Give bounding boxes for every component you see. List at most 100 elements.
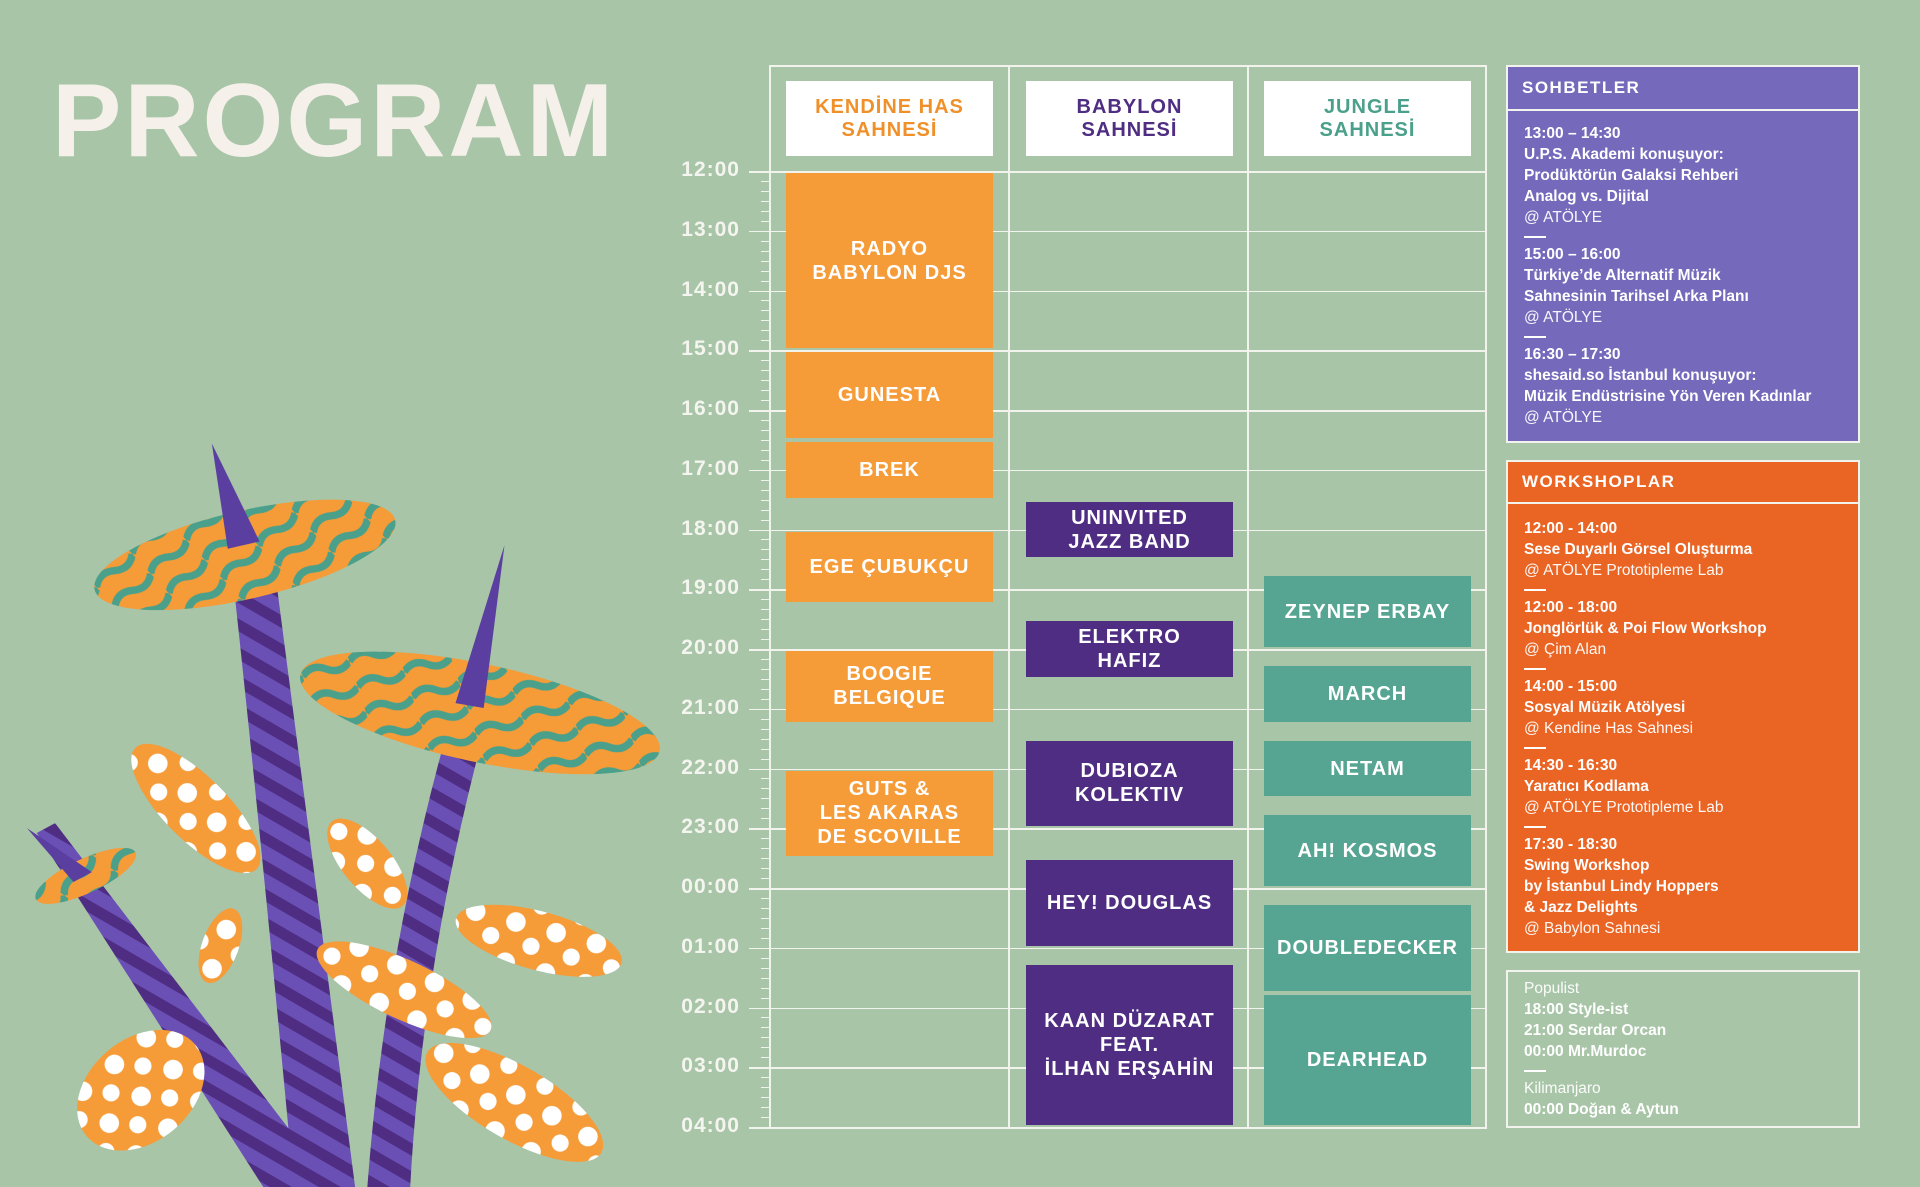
minor-tick	[761, 390, 769, 392]
minor-tick	[761, 260, 769, 262]
minor-tick	[761, 748, 769, 750]
minor-tick	[761, 917, 769, 919]
hour-line	[749, 1127, 1487, 1129]
hour-label: 22:00	[681, 755, 740, 779]
separator	[1524, 747, 1546, 749]
separator	[1524, 826, 1546, 828]
hour-label: 04:00	[681, 1114, 740, 1137]
minor-tick	[761, 619, 769, 621]
talks-list: 13:00 – 14:30 U.P.S. Akademi konuşuyor: Pr…	[1508, 111, 1858, 440]
event-block[interactable]: EGE ÇUBUKÇU	[786, 531, 993, 603]
event-block[interactable]: DOUBLEDECKER	[1264, 904, 1471, 991]
hour-line	[749, 410, 1487, 412]
minor-tick	[761, 927, 769, 929]
event-block[interactable]: RADYO BABYLON DJS	[786, 173, 993, 349]
minor-tick	[761, 997, 769, 999]
item-time: 12:00 - 14:00	[1524, 520, 1618, 537]
hour-line	[749, 708, 1487, 711]
minor-tick	[761, 280, 769, 282]
workshops-list: 12:00 - 14:00 Sese Duyarlı Görsel Oluştur…	[1508, 504, 1858, 951]
minor-tick	[761, 838, 769, 840]
item-venue: @ Çim Alan	[1524, 641, 1607, 658]
minor-tick	[761, 200, 769, 202]
minor-tick	[761, 419, 769, 421]
event-block[interactable]: GUNESTA	[786, 352, 993, 438]
workshops-heading: WORKSHOPLAR	[1508, 462, 1858, 504]
minor-tick	[761, 639, 769, 641]
stage-header: JUNGLE SAHNESİ	[1264, 81, 1471, 156]
hour-label: 14:00	[681, 277, 740, 301]
hour-line	[749, 350, 1487, 352]
hour-label: 12:00	[681, 158, 740, 181]
event-block[interactable]: UNINVITED JAZZ BAND	[1026, 501, 1233, 558]
hour-label: 19:00	[681, 576, 740, 600]
hour-label: 03:00	[681, 1054, 740, 1078]
event-block[interactable]: HEY! DOUGLAS	[1026, 860, 1233, 946]
item-venue: @ ATÖLYE	[1524, 409, 1603, 426]
minor-tick	[761, 190, 769, 192]
event-block[interactable]: ZEYNEP ERBAY	[1264, 576, 1471, 647]
minor-tick	[761, 549, 769, 551]
hour-label: 02:00	[681, 994, 740, 1018]
dj-panel: Populist 18:00 Style-ist 21:00 Serdar Orca…	[1506, 970, 1860, 1128]
stem	[367, 710, 490, 1187]
item-venue: @ Babylon Sahnesi	[1524, 920, 1661, 937]
event-block[interactable]: AH! KOSMOS	[1264, 815, 1471, 886]
dj-venue: Populist	[1524, 980, 1580, 997]
minor-tick	[761, 539, 769, 541]
minor-tick	[761, 240, 769, 242]
minor-tick	[761, 449, 769, 451]
separator	[1524, 589, 1546, 591]
event-block[interactable]: BREK	[786, 441, 993, 498]
item-venue: @ Kendine Has Sahnesi	[1524, 720, 1694, 737]
minor-tick	[761, 868, 769, 870]
item-title: Sese Duyarlı Görsel Oluşturma	[1524, 541, 1753, 558]
minor-tick	[761, 1097, 769, 1099]
minor-tick	[761, 340, 769, 342]
hour-label: 18:00	[681, 516, 740, 540]
minor-tick	[761, 180, 769, 182]
item-venue: @ ATÖLYE	[1524, 209, 1603, 226]
event-block[interactable]: KAAN DÜZARAT FEAT. İLHAN ERŞAHİN	[1026, 964, 1233, 1125]
dj-venue: Kilimanjaro	[1524, 1080, 1601, 1097]
hour-label: 17:00	[681, 456, 740, 480]
hour-label: 21:00	[681, 695, 740, 719]
minor-tick	[761, 907, 769, 909]
minor-tick	[761, 220, 769, 222]
minor-tick	[761, 579, 769, 581]
event-block[interactable]: ELEKTRO HAFIZ	[1026, 621, 1233, 677]
stage-header: KENDİNE HAS SAHNESİ	[786, 81, 993, 156]
event-block[interactable]: BOOGIE BELGIQUE	[786, 651, 993, 722]
minor-tick	[761, 937, 769, 939]
item-time: 15:00 – 16:00	[1524, 246, 1621, 263]
hour-label: 20:00	[681, 636, 740, 659]
minor-tick	[761, 310, 769, 312]
event-block[interactable]: DUBIOZA KOLEKTIV	[1026, 740, 1233, 827]
event-block[interactable]: GUTS & LES AKARAS DE SCOVILLE	[786, 770, 993, 857]
minor-tick	[761, 1027, 769, 1029]
minor-tick	[761, 330, 769, 332]
minor-tick	[761, 1107, 769, 1109]
minor-tick	[761, 957, 769, 959]
event-block[interactable]: NETAM	[1264, 740, 1471, 797]
item-venue: @ ATÖLYE Prototipleme Lab	[1524, 562, 1724, 579]
minor-tick	[761, 738, 769, 740]
separator	[1524, 1070, 1546, 1072]
minor-tick	[761, 360, 769, 362]
minor-tick	[761, 370, 769, 372]
minor-tick	[761, 509, 769, 511]
minor-tick	[761, 1047, 769, 1049]
minor-tick	[761, 897, 769, 899]
item-time: 14:30 - 16:30	[1524, 757, 1618, 774]
item-title: Yaratıcı Kodlama	[1524, 778, 1649, 795]
hour-label: 01:00	[681, 934, 740, 958]
event-block[interactable]: MARCH	[1264, 665, 1471, 722]
minor-tick	[761, 380, 769, 382]
page-title: PROGRAM	[52, 63, 617, 179]
minor-tick	[761, 489, 769, 491]
minor-tick	[761, 798, 769, 800]
minor-tick	[761, 878, 769, 880]
item-title: Jonglörlük & Poi Flow Workshop	[1524, 620, 1767, 637]
item-title: Prodüktörün Galaksi Rehberi	[1524, 167, 1739, 184]
event-block[interactable]: DEARHEAD	[1264, 994, 1471, 1125]
